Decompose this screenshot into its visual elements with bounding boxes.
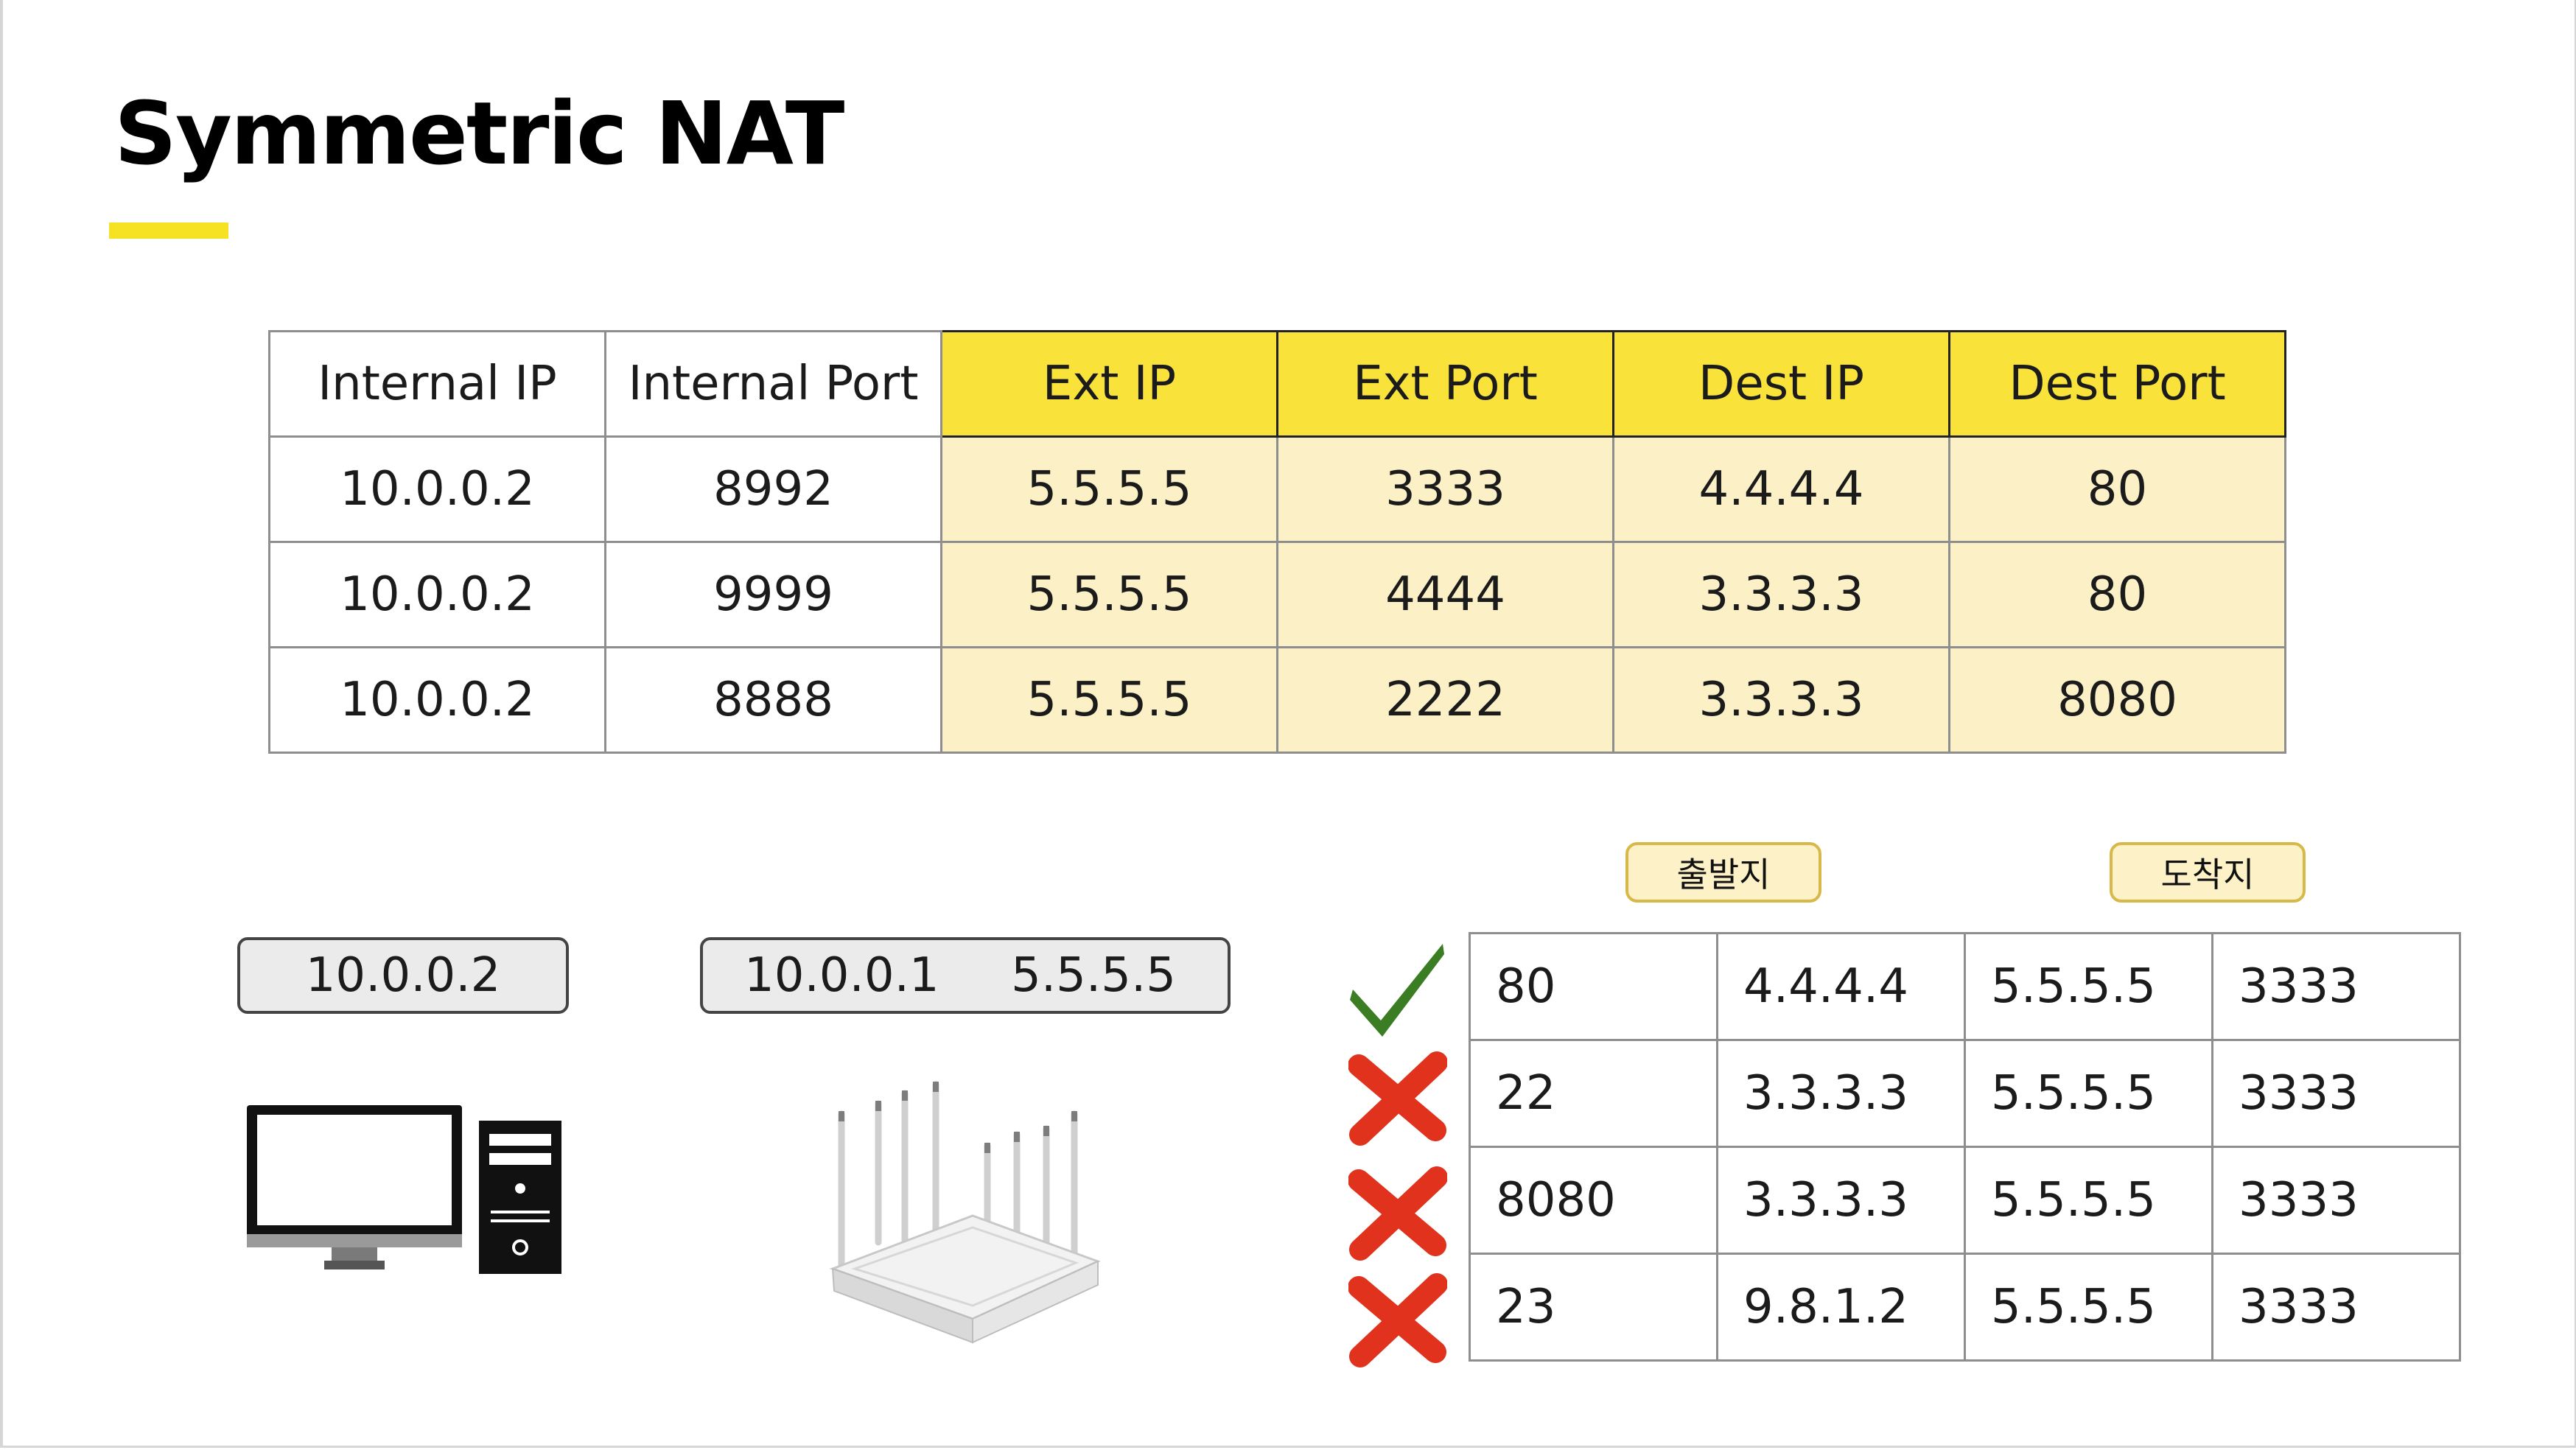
packet-src-ip: 3.3.3.3	[1716, 1039, 1966, 1148]
packet-dst-ip: 5.5.5.5	[1964, 1253, 2213, 1362]
cell-dest-port: 8080	[1948, 646, 2286, 754]
pc-ip-label: 10.0.0.2	[305, 948, 501, 1003]
cross-icon	[1348, 1273, 1447, 1367]
router-external-ip: 5.5.5.5	[1011, 948, 1176, 1003]
packet-src-ip: 9.8.1.2	[1716, 1253, 1966, 1362]
title-underline	[109, 223, 228, 239]
packet-src-port: 8080	[1469, 1146, 1718, 1255]
packet-dst-port: 3333	[2211, 932, 2461, 1041]
header-dest-ip: Dest IP	[1612, 330, 1950, 438]
cell-ext-ip: 5.5.5.5	[940, 646, 1278, 754]
cell-dest-ip: 3.3.3.3	[1612, 541, 1950, 648]
computer-icon	[247, 1105, 561, 1274]
router-internal-ip: 10.0.0.1	[744, 948, 939, 1003]
table-row: 22 3.3.3.3 5.5.5.5 3333	[1469, 1039, 2461, 1148]
packet-dst-port: 3333	[2211, 1146, 2461, 1255]
check-icon	[1350, 944, 1444, 1037]
source-tag: 출발지	[1625, 842, 1821, 903]
cell-dest-port: 80	[1948, 435, 2286, 543]
header-ext-ip: Ext IP	[940, 330, 1278, 438]
packet-dst-ip: 5.5.5.5	[1964, 1039, 2213, 1148]
header-internal-port: Internal Port	[604, 330, 942, 438]
table-row: 8080 3.3.3.3 5.5.5.5 3333	[1469, 1146, 2461, 1255]
header-ext-port: Ext Port	[1276, 330, 1614, 438]
slide-title: Symmetric NAT	[114, 83, 844, 184]
nat-table-header: Internal IP Internal Port Ext IP Ext Por…	[268, 330, 2286, 438]
table-row: 80 4.4.4.4 5.5.5.5 3333	[1469, 932, 2461, 1041]
pc-ip-box: 10.0.0.2	[237, 937, 569, 1014]
packet-src-port: 22	[1469, 1039, 1718, 1148]
cell-internal-ip: 10.0.0.2	[268, 541, 606, 648]
cell-dest-ip: 3.3.3.3	[1612, 646, 1950, 754]
cross-icon	[1348, 1051, 1447, 1146]
header-internal-ip: Internal IP	[268, 330, 606, 438]
header-dest-port: Dest Port	[1948, 330, 2286, 438]
packet-src-ip: 3.3.3.3	[1716, 1146, 1966, 1255]
cell-internal-port: 9999	[604, 541, 942, 648]
packet-src-port: 80	[1469, 932, 1718, 1041]
cell-ext-port: 3333	[1276, 435, 1614, 543]
cross-icon	[1348, 1166, 1447, 1261]
packet-dst-ip: 5.5.5.5	[1964, 1146, 2213, 1255]
nat-table: Internal IP Internal Port Ext IP Ext Por…	[268, 330, 2286, 754]
cell-ext-ip: 5.5.5.5	[940, 435, 1278, 543]
table-row: 10.0.0.2 8888 5.5.5.5 2222 3.3.3.3 8080	[268, 646, 2286, 754]
cell-internal-ip: 10.0.0.2	[268, 646, 606, 754]
packet-src-port: 23	[1469, 1253, 1718, 1362]
packet-table: 80 4.4.4.4 5.5.5.5 3333 22 3.3.3.3 5.5.5…	[1469, 932, 2461, 1362]
packet-dst-port: 3333	[2211, 1253, 2461, 1362]
cell-dest-port: 80	[1948, 541, 2286, 648]
cell-ext-port: 4444	[1276, 541, 1614, 648]
packet-src-ip: 4.4.4.4	[1716, 932, 1966, 1041]
packet-dst-ip: 5.5.5.5	[1964, 932, 2213, 1041]
cell-ext-ip: 5.5.5.5	[940, 541, 1278, 648]
table-row: 10.0.0.2 8992 5.5.5.5 3333 4.4.4.4 80	[268, 435, 2286, 543]
cell-dest-ip: 4.4.4.4	[1612, 435, 1950, 543]
destination-tag: 도착지	[2110, 842, 2306, 903]
cell-ext-port: 2222	[1276, 646, 1614, 754]
table-row: 10.0.0.2 9999 5.5.5.5 4444 3.3.3.3 80	[268, 541, 2286, 648]
router-ip-box: 10.0.0.1 5.5.5.5	[700, 937, 1231, 1014]
table-row: 23 9.8.1.2 5.5.5.5 3333	[1469, 1253, 2461, 1362]
cell-internal-ip: 10.0.0.2	[268, 435, 606, 543]
cell-internal-port: 8888	[604, 646, 942, 754]
cell-internal-port: 8992	[604, 435, 942, 543]
packet-dst-port: 3333	[2211, 1039, 2461, 1148]
router-icon	[829, 1081, 1101, 1344]
